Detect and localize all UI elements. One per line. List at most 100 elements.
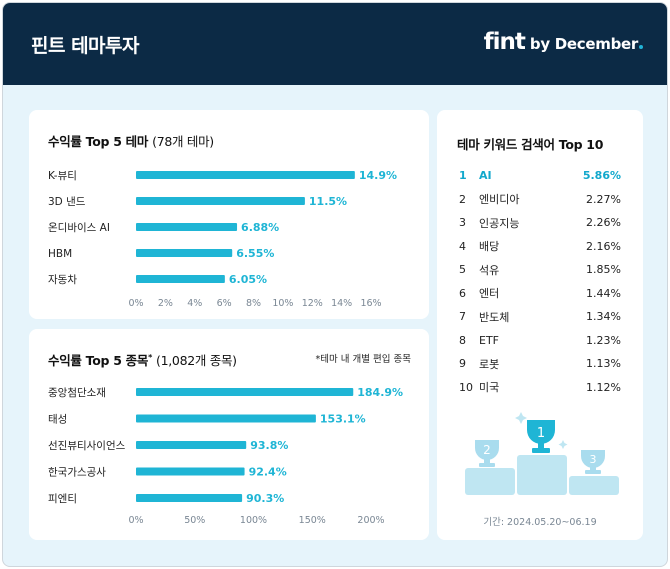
keyword-row: 5 석유 1.85% xyxy=(459,258,621,282)
period-label: 기간: 2024.05.20~06.19 xyxy=(483,517,597,528)
x-tick-label: 2% xyxy=(158,298,173,309)
keyword-value: 1.23% xyxy=(586,333,621,347)
keyword-name: 미국 xyxy=(479,381,500,395)
bar-value-label: 6.88% xyxy=(241,221,279,234)
keyword-name: 엔터 xyxy=(479,287,500,301)
top-stocks-title: 수익률 Top 5 종목* (1,082개 종목) xyxy=(48,350,237,369)
keyword-name: ETF xyxy=(479,333,499,347)
bar xyxy=(136,223,238,231)
podium-label-2: 2 xyxy=(483,443,491,457)
x-tick-label: 10% xyxy=(272,298,293,309)
keyword-ranking-title: 테마 키워드 검색어 Top 10 xyxy=(457,137,604,152)
top-themes-subtitle: (78개 테마) xyxy=(152,134,214,149)
keyword-rank: 5 xyxy=(459,263,466,277)
x-tick-label: 0% xyxy=(128,515,143,526)
bar-category-label: 선진뷰티사이언스 xyxy=(48,440,126,452)
bar-value-label: 92.4% xyxy=(249,466,287,479)
x-tick-label: 150% xyxy=(299,515,326,526)
top-themes-title: 수익률 Top 5 테마 (78개 테마) xyxy=(48,131,214,150)
bar-value-label: 93.8% xyxy=(250,439,288,452)
keyword-value: 2.27% xyxy=(586,192,621,206)
keyword-row: 8 ETF 1.23% xyxy=(459,329,621,353)
podium-trophy-icon: 2 1 3 xyxy=(465,412,619,495)
keyword-name: AI xyxy=(479,169,492,183)
keyword-ranking-list: 1 AI 5.86% 2 엔비디아 2.27% 3 인공지능 2.26% 4 배당 2.16% 5 석유 1… xyxy=(459,164,621,399)
top-stocks-card: 수익률 Top 5 종목* (1,082개 종목) *테마 내 개별 편입 종목… xyxy=(29,329,429,540)
keyword-rank: 10 xyxy=(459,380,473,394)
bar-category-label: 온디바이스 AI xyxy=(48,222,110,234)
bar-value-label: 14.9% xyxy=(359,169,397,182)
bar-category-label: 자동차 xyxy=(48,274,77,286)
keyword-value: 1.13% xyxy=(586,357,621,371)
x-tick-label: 100% xyxy=(240,515,267,526)
top-themes-chart: K-뷰티 14.9% 3D 낸드 11.5% 온디바이스 AI 6.88% HBM 6.55%… xyxy=(48,169,397,309)
bar-category-label: 중앙첨단소재 xyxy=(48,387,106,399)
top-stocks-note: *테마 내 개별 편입 종목 xyxy=(315,354,412,365)
bar xyxy=(136,388,354,396)
keyword-value: 2.16% xyxy=(586,239,621,253)
keyword-value: 2.26% xyxy=(586,216,621,230)
keyword-row: 1 AI 5.86% xyxy=(459,164,621,188)
keyword-row: 4 배당 2.16% xyxy=(459,235,621,259)
bar-value-label: 6.05% xyxy=(229,273,267,286)
keyword-row: 3 인공지능 2.26% xyxy=(459,211,621,235)
bar-value-label: 11.5% xyxy=(309,195,347,208)
keyword-value: 1.12% xyxy=(586,380,621,394)
bar-category-label: 3D 낸드 xyxy=(48,196,86,208)
bar-category-label: 한국가스공사 xyxy=(48,467,106,479)
x-tick-label: 4% xyxy=(187,298,202,309)
bar xyxy=(136,494,243,502)
bar-category-label: HBM xyxy=(48,248,72,260)
bar-value-label: 184.9% xyxy=(357,386,403,399)
top-stocks-title-text: 수익률 Top 5 종목 xyxy=(48,353,149,368)
keyword-row: 6 엔터 1.44% xyxy=(459,282,621,306)
top-stocks-asterisk: * xyxy=(148,352,152,362)
keyword-name: 석유 xyxy=(479,263,500,277)
keyword-rank: 8 xyxy=(459,333,466,347)
keyword-value: 1.34% xyxy=(586,310,621,324)
x-tick-label: 12% xyxy=(302,298,323,309)
bar-category-label: K-뷰티 xyxy=(48,170,77,182)
bar xyxy=(136,441,247,449)
keyword-name: 반도체 xyxy=(479,310,510,324)
top-themes-title-text: 수익률 Top 5 테마 xyxy=(48,134,149,149)
x-tick-label: 6% xyxy=(217,298,232,309)
brand-dot-icon xyxy=(639,45,643,49)
header-bar: 핀트 테마투자 fint by December xyxy=(3,3,667,85)
top-stocks-chart: 중앙첨단소재 184.9% 태성 153.1% 선진뷰티사이언스 93.8% 한국가스공사 9… xyxy=(48,386,403,526)
keyword-row: 9 로봇 1.13% xyxy=(459,352,621,376)
bar xyxy=(136,171,355,179)
keyword-rank: 3 xyxy=(459,216,466,230)
x-tick-label: 16% xyxy=(360,298,381,309)
keyword-rank: 4 xyxy=(459,239,466,253)
keyword-value: 5.86% xyxy=(582,169,621,183)
keyword-row: 7 반도체 1.34% xyxy=(459,305,621,329)
keyword-rank: 7 xyxy=(459,310,466,324)
brand-logo-main: fint xyxy=(483,29,526,55)
keyword-rank: 6 xyxy=(459,286,466,300)
keyword-rank: 2 xyxy=(459,192,466,206)
brand-logo-sub: by December xyxy=(529,35,638,53)
top-themes-card: 수익률 Top 5 테마 (78개 테마) K-뷰티 14.9% 3D 낸드 11.5… xyxy=(29,110,429,319)
bar-category-label: 피엔티 xyxy=(48,493,77,505)
keyword-rank: 9 xyxy=(459,357,466,371)
x-tick-label: 8% xyxy=(246,298,261,309)
keyword-name: 로봇 xyxy=(479,357,500,371)
keyword-row: 10 미국 1.12% xyxy=(459,376,621,400)
bar-category-label: 태성 xyxy=(48,414,67,426)
bar xyxy=(136,275,225,283)
bar-value-label: 6.55% xyxy=(236,247,274,260)
podium-label-3: 3 xyxy=(590,453,597,466)
keyword-name: 배당 xyxy=(479,240,500,254)
podium-label-1: 1 xyxy=(537,426,545,441)
keyword-name: 엔비디아 xyxy=(479,193,520,207)
x-tick-label: 200% xyxy=(357,515,384,526)
keyword-value: 1.44% xyxy=(586,286,621,300)
keyword-rank: 1 xyxy=(459,169,467,183)
x-tick-label: 50% xyxy=(184,515,205,526)
brand-logo: fint by December xyxy=(484,29,643,55)
bar-value-label: 90.3% xyxy=(246,492,284,505)
x-tick-label: 14% xyxy=(331,298,352,309)
x-tick-label: 0% xyxy=(128,298,143,309)
